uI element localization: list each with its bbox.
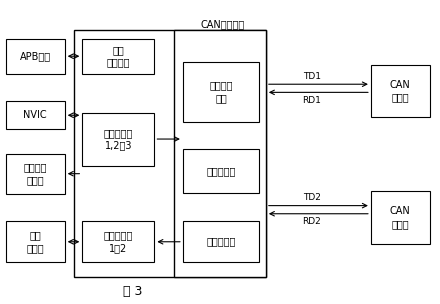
Text: 接收
滤波器: 接收 滤波器 [26,230,44,253]
Bar [6,154,65,194]
Text: CAN
收发器: CAN 收发器 [390,80,411,102]
Text: 接收缓冲器
1和2: 接收缓冲器 1和2 [104,230,133,253]
Text: RD2: RD2 [302,217,321,226]
Text: CAN
收发器: CAN 收发器 [390,206,411,229]
Bar [371,191,430,244]
Bar [82,221,154,262]
Bar [174,30,266,277]
Text: 错误管理
逻辑: 错误管理 逻辑 [209,81,233,103]
Text: 图 3: 图 3 [123,285,142,298]
Bar [183,221,259,262]
Bar [371,65,430,117]
Text: 接口
管理逻辑: 接口 管理逻辑 [106,45,130,67]
Text: APB总线: APB总线 [20,51,51,61]
Bar [6,221,65,262]
Text: TD1: TD1 [303,72,321,81]
Text: RD1: RD1 [302,96,321,105]
Text: 通用状态
寄存器: 通用状态 寄存器 [23,163,47,185]
Bar [183,149,259,193]
Bar [6,39,65,74]
Text: TD2: TD2 [303,193,321,202]
Bar [6,101,65,130]
Text: CAN内核模块: CAN内核模块 [200,19,244,29]
Text: 位时序逻辑: 位时序逻辑 [206,166,236,176]
Text: 发送缓冲器
1,2和3: 发送缓冲器 1,2和3 [104,128,133,150]
Bar [82,113,154,166]
Bar [82,39,154,74]
Bar [183,62,259,122]
Bar [73,30,266,277]
Text: NVIC: NVIC [23,110,47,120]
Text: 位进处理器: 位进处理器 [206,237,236,247]
